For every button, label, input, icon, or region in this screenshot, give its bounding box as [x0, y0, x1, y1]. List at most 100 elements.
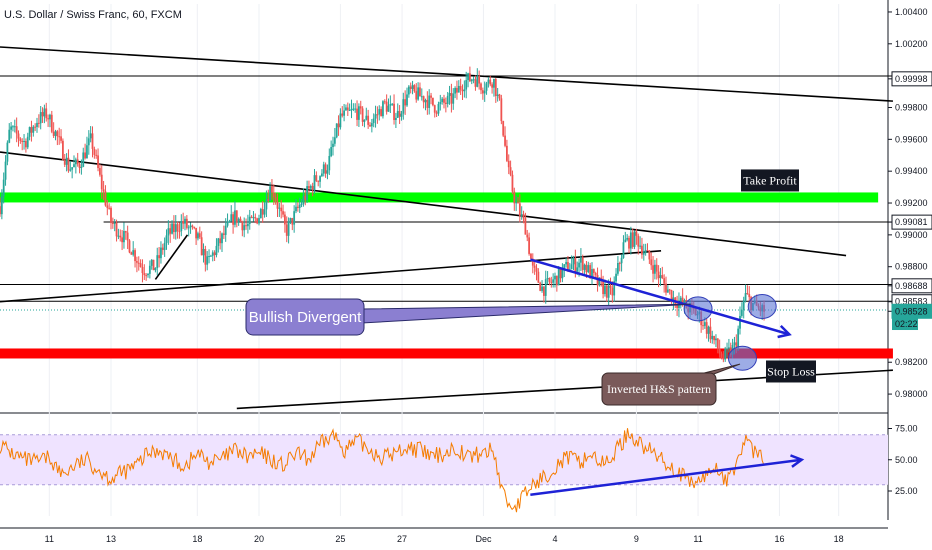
candle-body [263, 209, 266, 215]
candle-body [111, 222, 114, 224]
time-tick-label: Dec [475, 534, 492, 544]
candle-body [49, 114, 51, 120]
candle-body [226, 221, 229, 226]
candle-body [487, 79, 490, 84]
inverted-hs-box[interactable] [601, 372, 717, 406]
candle-body [234, 210, 236, 225]
candle-body [406, 94, 408, 106]
desc-line-mid[interactable] [0, 151, 847, 257]
candle-body [211, 252, 214, 256]
take-profit-zone[interactable] [0, 192, 879, 203]
candle-body [428, 95, 431, 108]
candle-body [32, 126, 35, 133]
candle-body [613, 281, 616, 296]
candle-body [356, 108, 358, 120]
candle-body [256, 218, 259, 224]
candle-body [350, 108, 353, 111]
gridlines [48, 4, 840, 516]
candle-body [136, 261, 138, 263]
rsi-tick-label: 50.00 [895, 455, 918, 465]
candle-body [591, 269, 593, 279]
candle-body [208, 255, 210, 257]
candle-body [389, 104, 392, 106]
stop-loss-label-box[interactable] [766, 360, 816, 383]
candle-body [243, 225, 246, 231]
candle-body [130, 252, 133, 255]
head-ellipse[interactable] [727, 345, 757, 371]
candle-body [720, 353, 723, 359]
candle-body [119, 235, 122, 238]
stop-loss-label: Stop Loss [767, 364, 815, 378]
candle-body [204, 249, 207, 265]
candle-body [245, 225, 247, 227]
candle-body [113, 222, 116, 224]
candle-body [137, 262, 140, 264]
candle-body [733, 342, 736, 345]
candle-body [93, 148, 96, 155]
candle-body [169, 228, 172, 234]
candle-body [239, 218, 242, 222]
candle-body [722, 358, 725, 360]
candle-body [443, 98, 445, 103]
price-trend-arrow[interactable] [529, 258, 790, 336]
candle-body [284, 214, 286, 225]
asc-line-low[interactable] [0, 249, 662, 303]
candle-body [200, 237, 203, 256]
candle-body [21, 141, 24, 143]
candle-body [254, 217, 257, 219]
candle-body [415, 91, 418, 100]
rsi-trend-arrow[interactable] [530, 458, 802, 496]
candle-body [17, 133, 20, 139]
candle-body [387, 105, 390, 112]
price-tick-label: 0.98688 [895, 281, 928, 291]
desc-line-top[interactable] [0, 46, 893, 102]
candle-body [724, 348, 727, 360]
candle-body [594, 273, 597, 275]
take-profit-label-box[interactable] [741, 169, 799, 192]
candle-body [533, 265, 536, 268]
bullish-divergent-box[interactable] [245, 298, 365, 336]
short-up-line[interactable] [154, 234, 189, 280]
candle-body [221, 233, 223, 244]
candle-body [617, 263, 619, 274]
stop-loss-zone[interactable] [0, 348, 893, 359]
time-tick-label: 20 [254, 534, 264, 544]
candle-body [361, 108, 364, 122]
price-label-box [891, 278, 932, 294]
candle-body [191, 225, 194, 227]
candle-body [333, 137, 336, 144]
candle-body [432, 97, 434, 106]
time-tick-label: 13 [106, 534, 116, 544]
candle-body [715, 338, 717, 341]
candle-body [121, 237, 123, 243]
price-tick-label: 0.99200 [895, 198, 928, 208]
candle-body [369, 124, 371, 127]
candle-body [195, 228, 197, 239]
countdown-box [892, 318, 918, 331]
candle-body [2, 179, 5, 197]
candle-body [639, 245, 641, 247]
candle-body [252, 217, 255, 219]
candle-body [23, 141, 25, 143]
candle-body [444, 102, 447, 104]
candle-body [110, 207, 112, 223]
candle-body [504, 135, 506, 146]
candle-body [52, 131, 55, 136]
candle-body [8, 129, 11, 143]
shoulder-right-ellipse[interactable] [747, 294, 777, 320]
candle-body [737, 328, 740, 347]
candle-body [546, 278, 549, 280]
candle-body [171, 223, 173, 234]
price-trend-arrow-head [777, 325, 792, 339]
candle-body [461, 89, 464, 92]
candle-body [165, 235, 168, 243]
candle-body [337, 123, 340, 128]
price-label-box [891, 214, 932, 230]
candle-body [439, 102, 442, 105]
candle-body [30, 127, 33, 133]
candle-body [13, 126, 16, 128]
candle-body [666, 289, 669, 293]
candle-body [69, 169, 72, 171]
candle-body [148, 265, 151, 274]
